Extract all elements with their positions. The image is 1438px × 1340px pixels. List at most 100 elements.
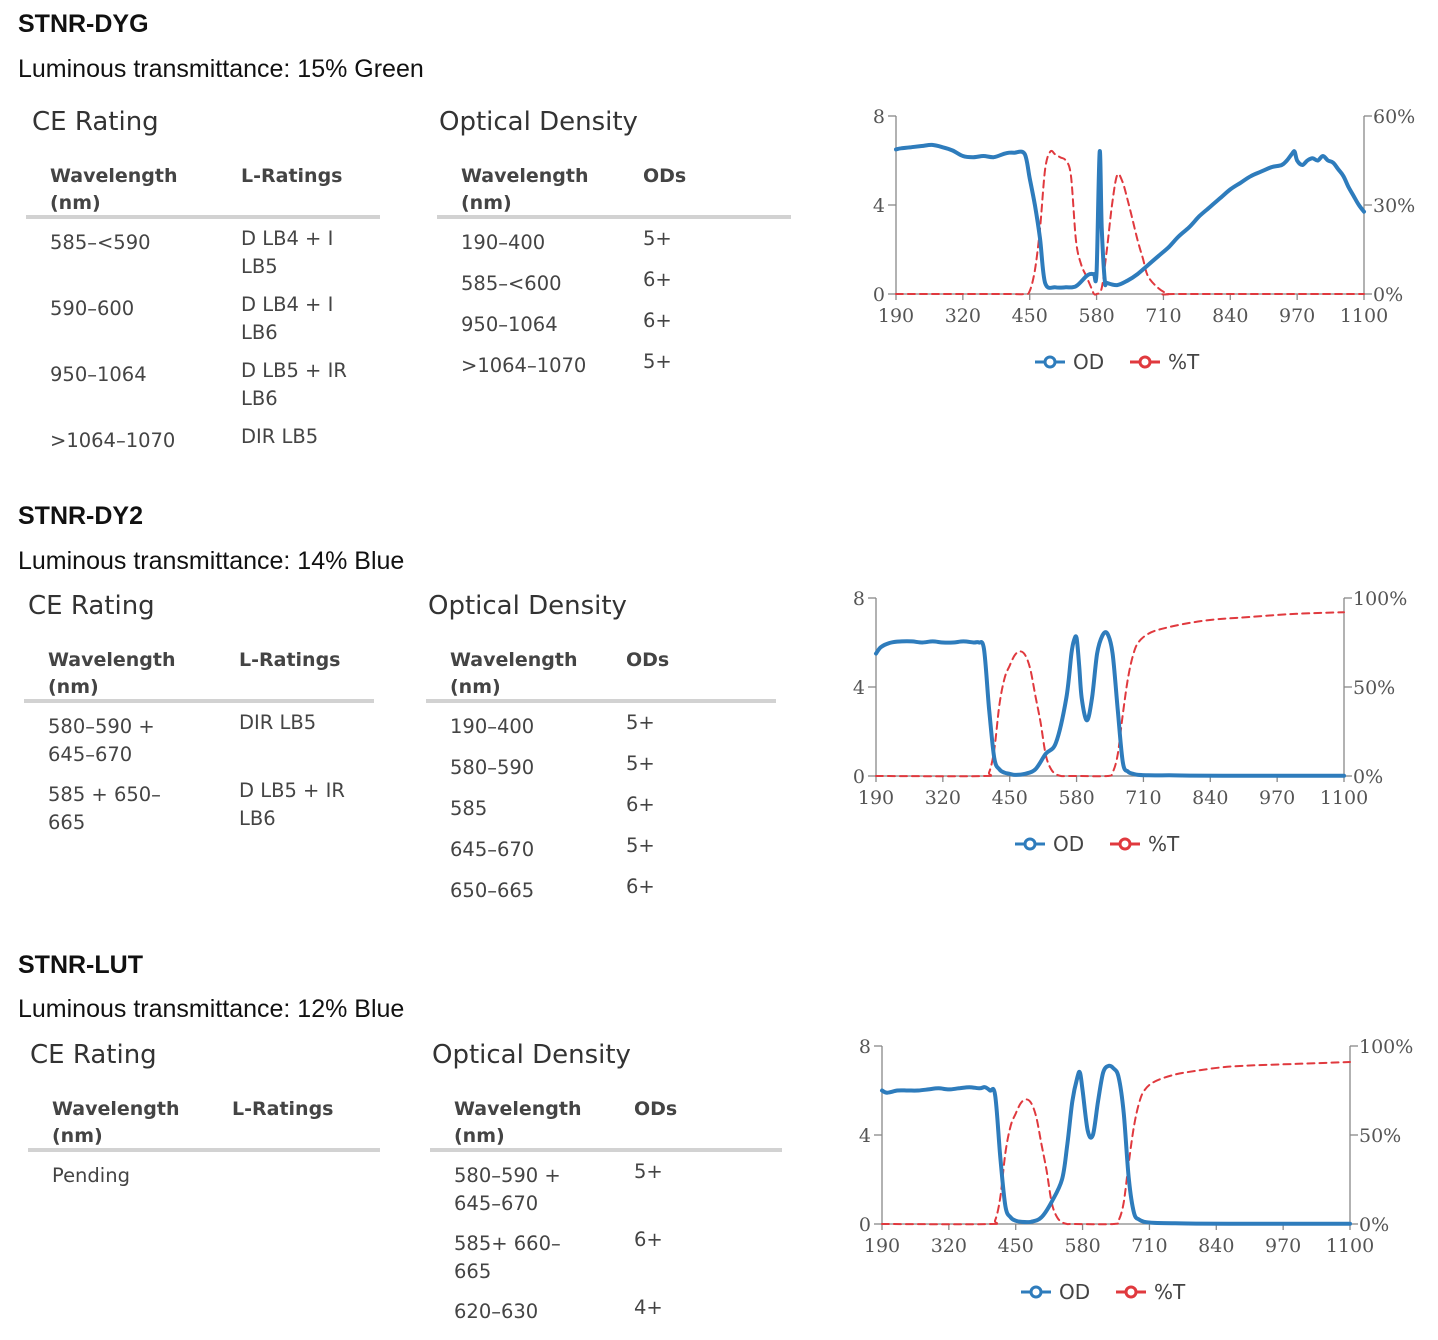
x-tick-label: 1100	[1320, 787, 1368, 809]
wavelength-cell: 190–400	[461, 231, 546, 254]
y-left-tick-label: 0	[873, 284, 885, 306]
table-header: Wavelength (nm) L-Ratings	[26, 159, 380, 219]
y-right-tick-label: 0%	[1373, 284, 1403, 306]
legend-transmittance[interactable]: %T	[1110, 832, 1180, 856]
legend-od[interactable]: OD	[1015, 832, 1084, 856]
x-tick-label: 580	[1078, 305, 1114, 327]
wavelength-cell: 190–400	[450, 715, 535, 738]
table-row: 585 6+	[426, 785, 776, 826]
luminous-transmittance: Luminous transmittance: 15% Green	[18, 55, 424, 83]
column-header-rating: L-Ratings	[241, 165, 343, 187]
x-tick-label: 840	[1192, 787, 1228, 809]
optical-density-title: Optical Density	[439, 107, 638, 137]
rating-cell: 5+	[626, 711, 655, 734]
legend-marker-icon	[1118, 837, 1132, 851]
rating-cell: 6+	[643, 309, 672, 332]
y-right-tick-label: 50%	[1359, 1125, 1401, 1147]
column-header-wavelength: Wavelength (nm)	[454, 1098, 582, 1147]
rating-cell: 5+	[634, 1160, 663, 1183]
series-line-od	[894, 142, 1366, 290]
table-row: 585+ 660– 665 6+	[430, 1220, 782, 1288]
legend-od[interactable]: OD	[1035, 350, 1104, 374]
legend-label: %T	[1148, 832, 1180, 856]
table-row: 580–590 + 645–670 DIR LB5	[24, 703, 374, 771]
ce-rating-table: Wavelength (nm) L-Ratings Pending	[28, 1092, 380, 1202]
series-line-od	[874, 630, 1346, 778]
wavelength-cell: Pending	[52, 1164, 130, 1187]
legend-transmittance[interactable]: %T	[1116, 1280, 1186, 1304]
column-header-wavelength: Wavelength (nm)	[50, 165, 178, 214]
optical-density-table: Wavelength (nm) ODs 580–590 + 645–670 5+ 585…	[430, 1092, 782, 1329]
x-tick-label: 190	[858, 787, 894, 809]
table-row: 590–600 D LB4 + I LB6	[26, 285, 380, 351]
wavelength-cell: 650–665	[450, 879, 535, 902]
series-line-transmittance	[875, 611, 1345, 778]
y-right-tick-label: 100%	[1353, 588, 1407, 610]
table-header: Wavelength (nm) L-Ratings	[24, 643, 374, 703]
table-row: 580–590 + 645–670 5+	[430, 1152, 782, 1220]
column-header-wavelength: Wavelength (nm)	[450, 649, 578, 698]
legend-od[interactable]: OD	[1021, 1280, 1090, 1304]
x-tick-label: 710	[1125, 787, 1161, 809]
chart-svg: 0 4 8 0% 50% 100% 190 320 450 580 710 840 970 1100 OD%…	[859, 1036, 1413, 1304]
wavelength-cell: 950–1064	[50, 363, 147, 386]
x-tick-label: 840	[1212, 305, 1248, 327]
x-tick-label: 710	[1145, 305, 1181, 327]
rating-cell: DIR LB5	[241, 425, 319, 448]
od-transmittance-chart: 0 4 8 0% 30% 60% 190 320 450 580 710 840 970 1100 OD %T	[840, 100, 1430, 385]
legend-label: %T	[1168, 350, 1200, 374]
legend-label: OD	[1073, 350, 1104, 374]
table-row: 190–400 5+	[426, 703, 776, 744]
x-tick-label: 190	[864, 1235, 900, 1257]
y-right-tick-label: 100%	[1359, 1036, 1413, 1058]
wavelength-cell: 580–590	[450, 756, 535, 779]
wavelength-cell: 585	[450, 797, 488, 820]
rating-cell: D LB4 + I LB6	[241, 293, 334, 344]
product-title: STNR-DY2	[18, 502, 144, 530]
optical-density-table: Wavelength (nm) ODs 190–400 5+ 585–<600 6+ 950…	[437, 159, 791, 383]
table-row: 950–1064 D LB5 + IR LB6	[26, 351, 380, 417]
table-row: >1064–1070 DIR LB5	[26, 417, 380, 467]
rating-cell: D LB5 + IR LB6	[239, 779, 345, 830]
series-line-transmittance	[895, 149, 1365, 296]
ce-rating-title: CE Rating	[30, 1040, 157, 1070]
product-title: STNR-LUT	[18, 951, 143, 979]
od-transmittance-chart: 0 4 8 0% 50% 100% 190 320 450 580 710 840 970 1100 OD%…	[820, 582, 1410, 867]
x-tick-label: 580	[1064, 1235, 1100, 1257]
x-tick-label: 970	[1279, 305, 1315, 327]
wavelength-cell: 590–600	[50, 297, 135, 320]
wavelength-cell: 585–<590	[50, 231, 151, 254]
chart-svg: 0 4 8 0% 30% 60% 190 320 450 580 710 840 970 1100 OD %T	[873, 106, 1415, 374]
x-tick-label: 320	[925, 787, 961, 809]
legend-label: %T	[1154, 1280, 1186, 1304]
rating-cell: 6+	[626, 793, 655, 816]
table-header: Wavelength (nm) ODs	[426, 643, 776, 703]
column-header-rating: L-Ratings	[239, 649, 341, 671]
wavelength-cell: 585 + 650– 665	[48, 783, 161, 834]
legend-transmittance[interactable]: %T	[1130, 350, 1200, 374]
optical-density-table: Wavelength (nm) ODs 190–400 5+ 580–590 5+ 585 6…	[426, 643, 776, 908]
series-line-transmittance	[881, 1061, 1351, 1226]
x-tick-label: 970	[1265, 1235, 1301, 1257]
rating-cell: D LB4 + I LB5	[241, 227, 334, 278]
table-row: 620–630 4+	[430, 1288, 782, 1329]
rating-cell: 4+	[634, 1296, 663, 1319]
y-right-tick-label: 0%	[1353, 766, 1383, 788]
legend-marker-icon	[1029, 1285, 1043, 1299]
luminous-transmittance: Luminous transmittance: 12% Blue	[18, 995, 405, 1023]
rating-cell: 6+	[626, 875, 655, 898]
rating-cell: 6+	[643, 268, 672, 291]
x-tick-label: 450	[998, 1235, 1034, 1257]
legend-marker-icon	[1124, 1285, 1138, 1299]
wavelength-cell: 585–<600	[461, 272, 562, 295]
y-left-tick-label: 0	[853, 766, 865, 788]
wavelength-cell: 580–590 + 645–670	[454, 1164, 561, 1215]
rating-cell: 5+	[626, 834, 655, 857]
x-tick-label: 450	[992, 787, 1028, 809]
legend-label: OD	[1053, 832, 1084, 856]
legend-marker-icon	[1023, 837, 1037, 851]
rating-cell: 5+	[643, 227, 672, 250]
y-right-tick-label: 30%	[1373, 195, 1415, 217]
table-row: 190–400 5+	[437, 219, 791, 260]
ce-rating-title: CE Rating	[32, 107, 159, 137]
